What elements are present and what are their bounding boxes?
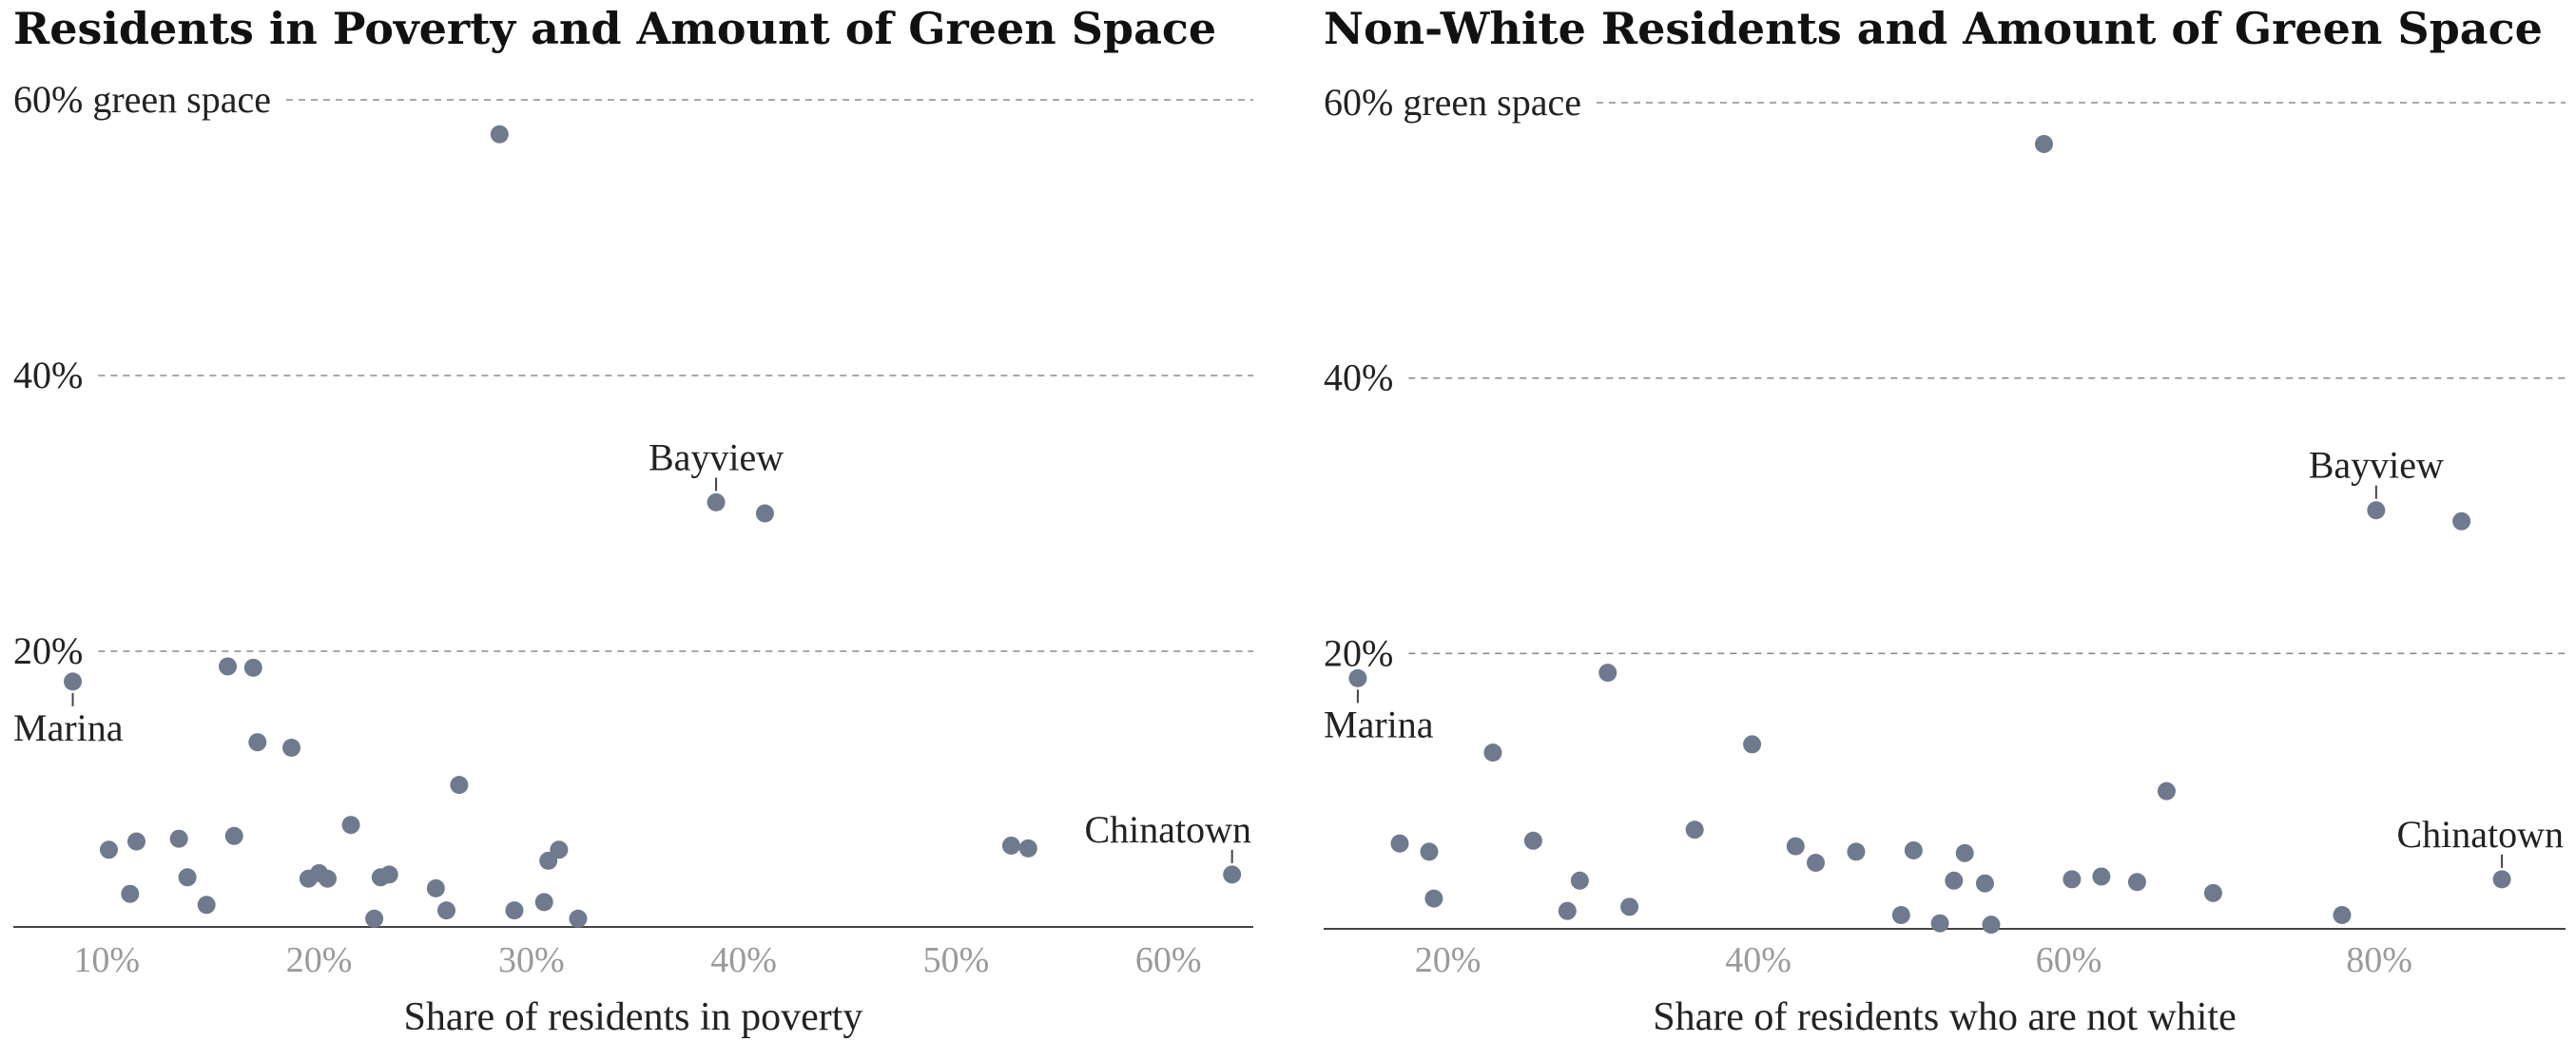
poverty-data-point	[1018, 839, 1037, 858]
poverty-chart-title: Residents in Poverty and Amount of Green…	[13, 3, 1216, 54]
nonwhite-data-point	[1558, 901, 1577, 920]
nonwhite-data-point	[1598, 664, 1617, 683]
nonwhite-x-tick-label: 40%	[1725, 940, 1792, 980]
nonwhite-data-point	[1786, 837, 1805, 856]
poverty-data-point	[178, 868, 197, 887]
nonwhite-data-point	[1904, 840, 1923, 859]
nonwhite-y-tick-label: 20%	[1324, 631, 1393, 674]
poverty-data-point	[426, 878, 445, 897]
nonwhite-data-point	[1348, 668, 1367, 687]
poverty-data-point	[121, 884, 140, 903]
nonwhite-y-tick-label: 40%	[1324, 357, 1393, 399]
poverty-data-point	[99, 840, 118, 859]
poverty-data-point	[127, 832, 146, 851]
nonwhite-data-point	[1620, 897, 1639, 916]
poverty-annotation-label: Chinatown	[1084, 808, 1251, 851]
nonwhite-data-point	[1685, 820, 1704, 839]
nonwhite-data-point	[2127, 873, 2146, 892]
nonwhite-data-point	[2157, 781, 2176, 801]
nonwhite-data-point	[2063, 870, 2082, 889]
poverty-data-point	[534, 893, 553, 912]
nonwhite-data-point	[1847, 842, 1866, 861]
nonwhite-data-point	[1891, 906, 1910, 925]
nonwhite-x-tick-label: 60%	[2036, 940, 2102, 980]
nonwhite-data-point	[1955, 843, 1974, 862]
poverty-annotation-label: Marina	[13, 706, 124, 749]
poverty-data-point	[243, 658, 262, 677]
poverty-y-tick-label: 60% green space	[13, 78, 271, 121]
nonwhite-annotation-label: Marina	[1324, 703, 1434, 745]
nonwhite-data-point	[1975, 874, 1994, 893]
nonwhite-chart-title: Non-White Residents and Amount of Green …	[1324, 3, 2543, 54]
nonwhite-annotation-label: Chinatown	[2396, 813, 2564, 856]
nonwhite-chart-points	[1348, 134, 2511, 935]
poverty-data-point	[224, 826, 243, 845]
poverty-chart-gridlines: 20% 40% 60% green space	[13, 78, 1253, 672]
poverty-x-tick-label: 30%	[498, 940, 565, 980]
nonwhite-data-point	[2092, 867, 2111, 886]
nonwhite-chart-annotations: Marina Bayview Chinatown	[1324, 444, 2564, 868]
poverty-data-point	[569, 909, 588, 928]
poverty-scatter-chart: Residents in Poverty and Amount of Green…	[13, 3, 1253, 1039]
poverty-data-point	[550, 840, 569, 859]
poverty-data-point	[318, 869, 337, 888]
poverty-y-tick-label: 40%	[13, 354, 83, 396]
nonwhite-y-tick-label: 60% green space	[1324, 81, 1581, 124]
nonwhite-data-point	[2367, 501, 2386, 520]
poverty-chart-points	[64, 125, 1242, 928]
nonwhite-data-point	[2452, 511, 2471, 530]
nonwhite-data-point	[1982, 916, 2001, 935]
nonwhite-chart-panel: Non-White Residents and Amount of Green …	[1312, 0, 2576, 1061]
poverty-annotation-label: Bayview	[649, 435, 784, 478]
poverty-data-point	[282, 739, 301, 757]
poverty-chart-annotations: Marina Bayview Chinatown	[13, 435, 1251, 863]
poverty-data-point	[490, 125, 509, 144]
nonwhite-scatter-chart: Non-White Residents and Amount of Green …	[1324, 3, 2566, 1039]
poverty-x-tick-label: 10%	[73, 940, 140, 980]
nonwhite-data-point	[2034, 134, 2053, 153]
poverty-data-point	[707, 492, 726, 511]
poverty-data-point	[248, 733, 267, 752]
poverty-data-point	[365, 909, 384, 928]
nonwhite-data-point	[1930, 914, 1949, 933]
poverty-x-tick-label: 40%	[710, 940, 777, 980]
poverty-data-point	[450, 776, 469, 795]
poverty-data-point	[437, 901, 456, 920]
poverty-x-tick-label: 50%	[923, 940, 990, 980]
nonwhite-data-point	[1424, 889, 1443, 908]
nonwhite-data-point	[1420, 842, 1439, 861]
nonwhite-x-tick-label: 80%	[2346, 940, 2412, 980]
nonwhite-data-point	[1945, 871, 1964, 890]
poverty-chart-x-ticks: 10% 20% 30% 40% 50% 60%	[73, 940, 1201, 980]
nonwhite-data-point	[2492, 870, 2511, 889]
nonwhite-chart-x-ticks: 20% 40% 60% 80%	[1415, 940, 2412, 980]
poverty-chart-panel: Residents in Poverty and Amount of Green…	[0, 0, 1274, 1061]
nonwhite-data-point	[1523, 831, 1542, 850]
poverty-data-point	[1223, 865, 1242, 884]
nonwhite-chart-x-axis-label: Share of residents who are not white	[1653, 995, 2237, 1039]
nonwhite-data-point	[1483, 743, 1502, 762]
poverty-data-point	[755, 504, 774, 523]
poverty-data-point	[505, 901, 524, 920]
nonwhite-chart-gridlines: 20% 40% 60% green space	[1324, 81, 2566, 674]
poverty-data-point	[219, 657, 238, 676]
nonwhite-data-point	[1743, 735, 1762, 754]
poverty-x-tick-label: 20%	[286, 940, 353, 980]
nonwhite-data-point	[2203, 883, 2222, 902]
nonwhite-data-point	[1570, 871, 1589, 890]
poverty-data-point	[64, 672, 83, 691]
poverty-data-point	[1001, 836, 1020, 855]
nonwhite-data-point	[1807, 853, 1826, 872]
poverty-x-tick-label: 60%	[1135, 940, 1202, 980]
poverty-data-point	[169, 829, 188, 848]
poverty-data-point	[197, 896, 216, 915]
poverty-chart-x-axis-label: Share of residents in poverty	[404, 995, 863, 1039]
nonwhite-annotation-label: Bayview	[2309, 444, 2444, 487]
poverty-data-point	[341, 816, 360, 835]
poverty-y-tick-label: 20%	[13, 629, 83, 672]
nonwhite-x-tick-label: 20%	[1415, 940, 1482, 980]
nonwhite-data-point	[2333, 906, 2352, 925]
nonwhite-data-point	[1390, 834, 1409, 853]
poverty-data-point	[379, 865, 398, 884]
